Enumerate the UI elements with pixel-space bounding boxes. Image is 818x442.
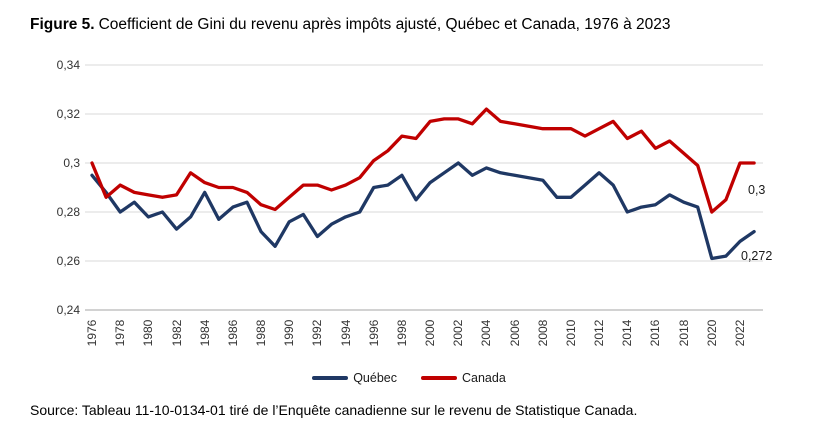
x-tick-label: 2010 xyxy=(563,319,578,347)
x-tick-label: 2016 xyxy=(648,319,663,347)
source-note: Source: Tableau 11-10-0134-01 tiré de l’… xyxy=(30,402,638,418)
x-tick-label: 1996 xyxy=(366,319,381,347)
figure-title-text: Coefficient de Gini du revenu après impô… xyxy=(98,16,671,33)
series-line-canada xyxy=(90,107,756,214)
x-tick-label: 2012 xyxy=(592,319,607,347)
x-tick-label: 1976 xyxy=(85,319,99,347)
x-tick-label: 1992 xyxy=(310,319,325,347)
y-tick-label: 0,26 xyxy=(56,254,80,268)
x-tick-label: 1980 xyxy=(141,319,156,347)
canada-end-label: 0,3 xyxy=(748,183,766,197)
x-tick-label: 2002 xyxy=(451,319,466,347)
x-tick-label: 1998 xyxy=(394,319,409,347)
legend-label-quebec: Québec xyxy=(353,371,397,385)
y-tick-label: 0,28 xyxy=(56,205,80,219)
y-axis-labels: 0,34 0,32 0,3 0,28 0,26 0,24 xyxy=(28,0,80,360)
quebec-line-swatch xyxy=(312,376,349,380)
x-tick-label: 2000 xyxy=(423,319,438,347)
x-tick-label: 2018 xyxy=(676,319,691,347)
y-tick-label: 0,32 xyxy=(56,107,80,121)
figure-number: Figure 5. xyxy=(30,16,95,33)
y-tick-label: 0,34 xyxy=(56,58,80,72)
series-line-québec xyxy=(90,161,756,261)
x-tick-label: 1990 xyxy=(282,319,297,347)
x-tick-label: 1988 xyxy=(254,319,269,347)
y-tick-label: 0,3 xyxy=(63,156,80,170)
figure-title: Figure 5. Coefficient de Gini du revenu a… xyxy=(30,16,670,34)
canada-line-swatch xyxy=(420,376,457,380)
legend-item-quebec: Québec xyxy=(312,371,397,385)
x-tick-label: 2022 xyxy=(733,319,747,347)
quebec-end-label: 0,272 xyxy=(741,249,773,263)
x-tick-label: 1984 xyxy=(197,319,212,347)
legend-label-canada: Canada xyxy=(461,371,506,385)
legend-item-canada: Canada xyxy=(420,371,506,385)
x-tick-label: 1978 xyxy=(113,319,128,347)
x-tick-label: 2008 xyxy=(535,319,550,347)
x-tick-label: 1986 xyxy=(225,319,240,347)
x-tick-label: 2006 xyxy=(507,319,522,347)
x-tick-label: 1994 xyxy=(338,319,353,347)
x-tick-label: 2014 xyxy=(620,319,635,347)
x-tick-label: 1982 xyxy=(169,319,184,347)
legend: Québec Canada xyxy=(0,371,818,385)
x-tick-label: 2020 xyxy=(704,319,719,347)
x-tick-label: 2004 xyxy=(479,319,494,347)
y-tick-label: 0,24 xyxy=(56,303,80,317)
